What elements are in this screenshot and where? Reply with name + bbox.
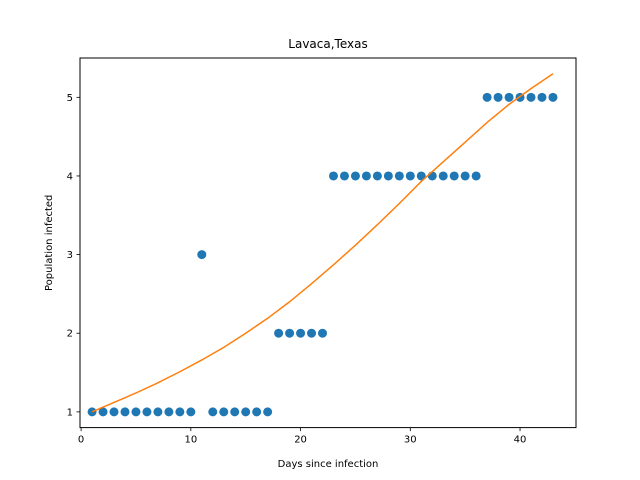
y-tick-label: 1 [67, 407, 73, 418]
scatter-point [230, 407, 240, 417]
scatter-point [383, 171, 393, 181]
scatter-point [142, 407, 152, 417]
scatter-point [131, 407, 141, 417]
scatter-point [197, 250, 207, 260]
y-tick-label: 5 [67, 93, 73, 104]
fit-line [91, 73, 554, 413]
scatter-point [263, 407, 273, 417]
scatter-point [427, 171, 437, 181]
y-tick-label: 4 [67, 171, 73, 182]
scatter-point [186, 407, 196, 417]
scatter-point [372, 171, 382, 181]
scatter-point [548, 92, 558, 102]
scatter-point [493, 92, 503, 102]
scatter-point [350, 171, 360, 181]
y-tick-label: 3 [67, 250, 73, 261]
chart-title: Lavaca,Texas [288, 37, 367, 51]
scatter-point [164, 407, 174, 417]
ticks-layer: 0 10 20 30 40 1 2 3 4 5 [67, 93, 527, 446]
scatter-point [274, 328, 284, 338]
scatter-point [153, 407, 163, 417]
scatter-point [208, 407, 218, 417]
scatter-point [120, 407, 130, 417]
scatter-point [482, 92, 492, 102]
y-axis-label: Population infected [44, 195, 55, 291]
x-axis-label: Days since infection [278, 459, 379, 470]
scatter-point [449, 171, 459, 181]
scatter-point [405, 171, 415, 181]
scatter-point [460, 171, 470, 181]
scatter-point [471, 171, 481, 181]
scatter-point [296, 328, 306, 338]
scatter-point [416, 171, 426, 181]
scatter-point [241, 407, 251, 417]
scatter-point [526, 92, 536, 102]
scatter-point [175, 407, 185, 417]
x-tick-label: 40 [514, 435, 527, 446]
scatter-point [307, 328, 317, 338]
scatter-point [318, 328, 328, 338]
scatter-point [98, 407, 108, 417]
scatter-point [109, 407, 119, 417]
scatter-point [328, 171, 338, 181]
scatter-point [537, 92, 547, 102]
scatter-point [252, 407, 262, 417]
plot-frame [79, 57, 577, 429]
x-tick-label: 20 [294, 435, 307, 446]
scatter-point [219, 407, 229, 417]
scatter-point [285, 328, 295, 338]
scatter-point [394, 171, 404, 181]
y-tick-label: 2 [67, 329, 73, 340]
scatter-point [339, 171, 349, 181]
x-tick-label: 10 [184, 435, 197, 446]
series-layer [87, 73, 558, 417]
scatter-point [504, 92, 514, 102]
scatter-point [438, 171, 448, 181]
scatter-point [361, 171, 371, 181]
x-tick-label: 0 [78, 435, 84, 446]
x-tick-label: 30 [404, 435, 417, 446]
